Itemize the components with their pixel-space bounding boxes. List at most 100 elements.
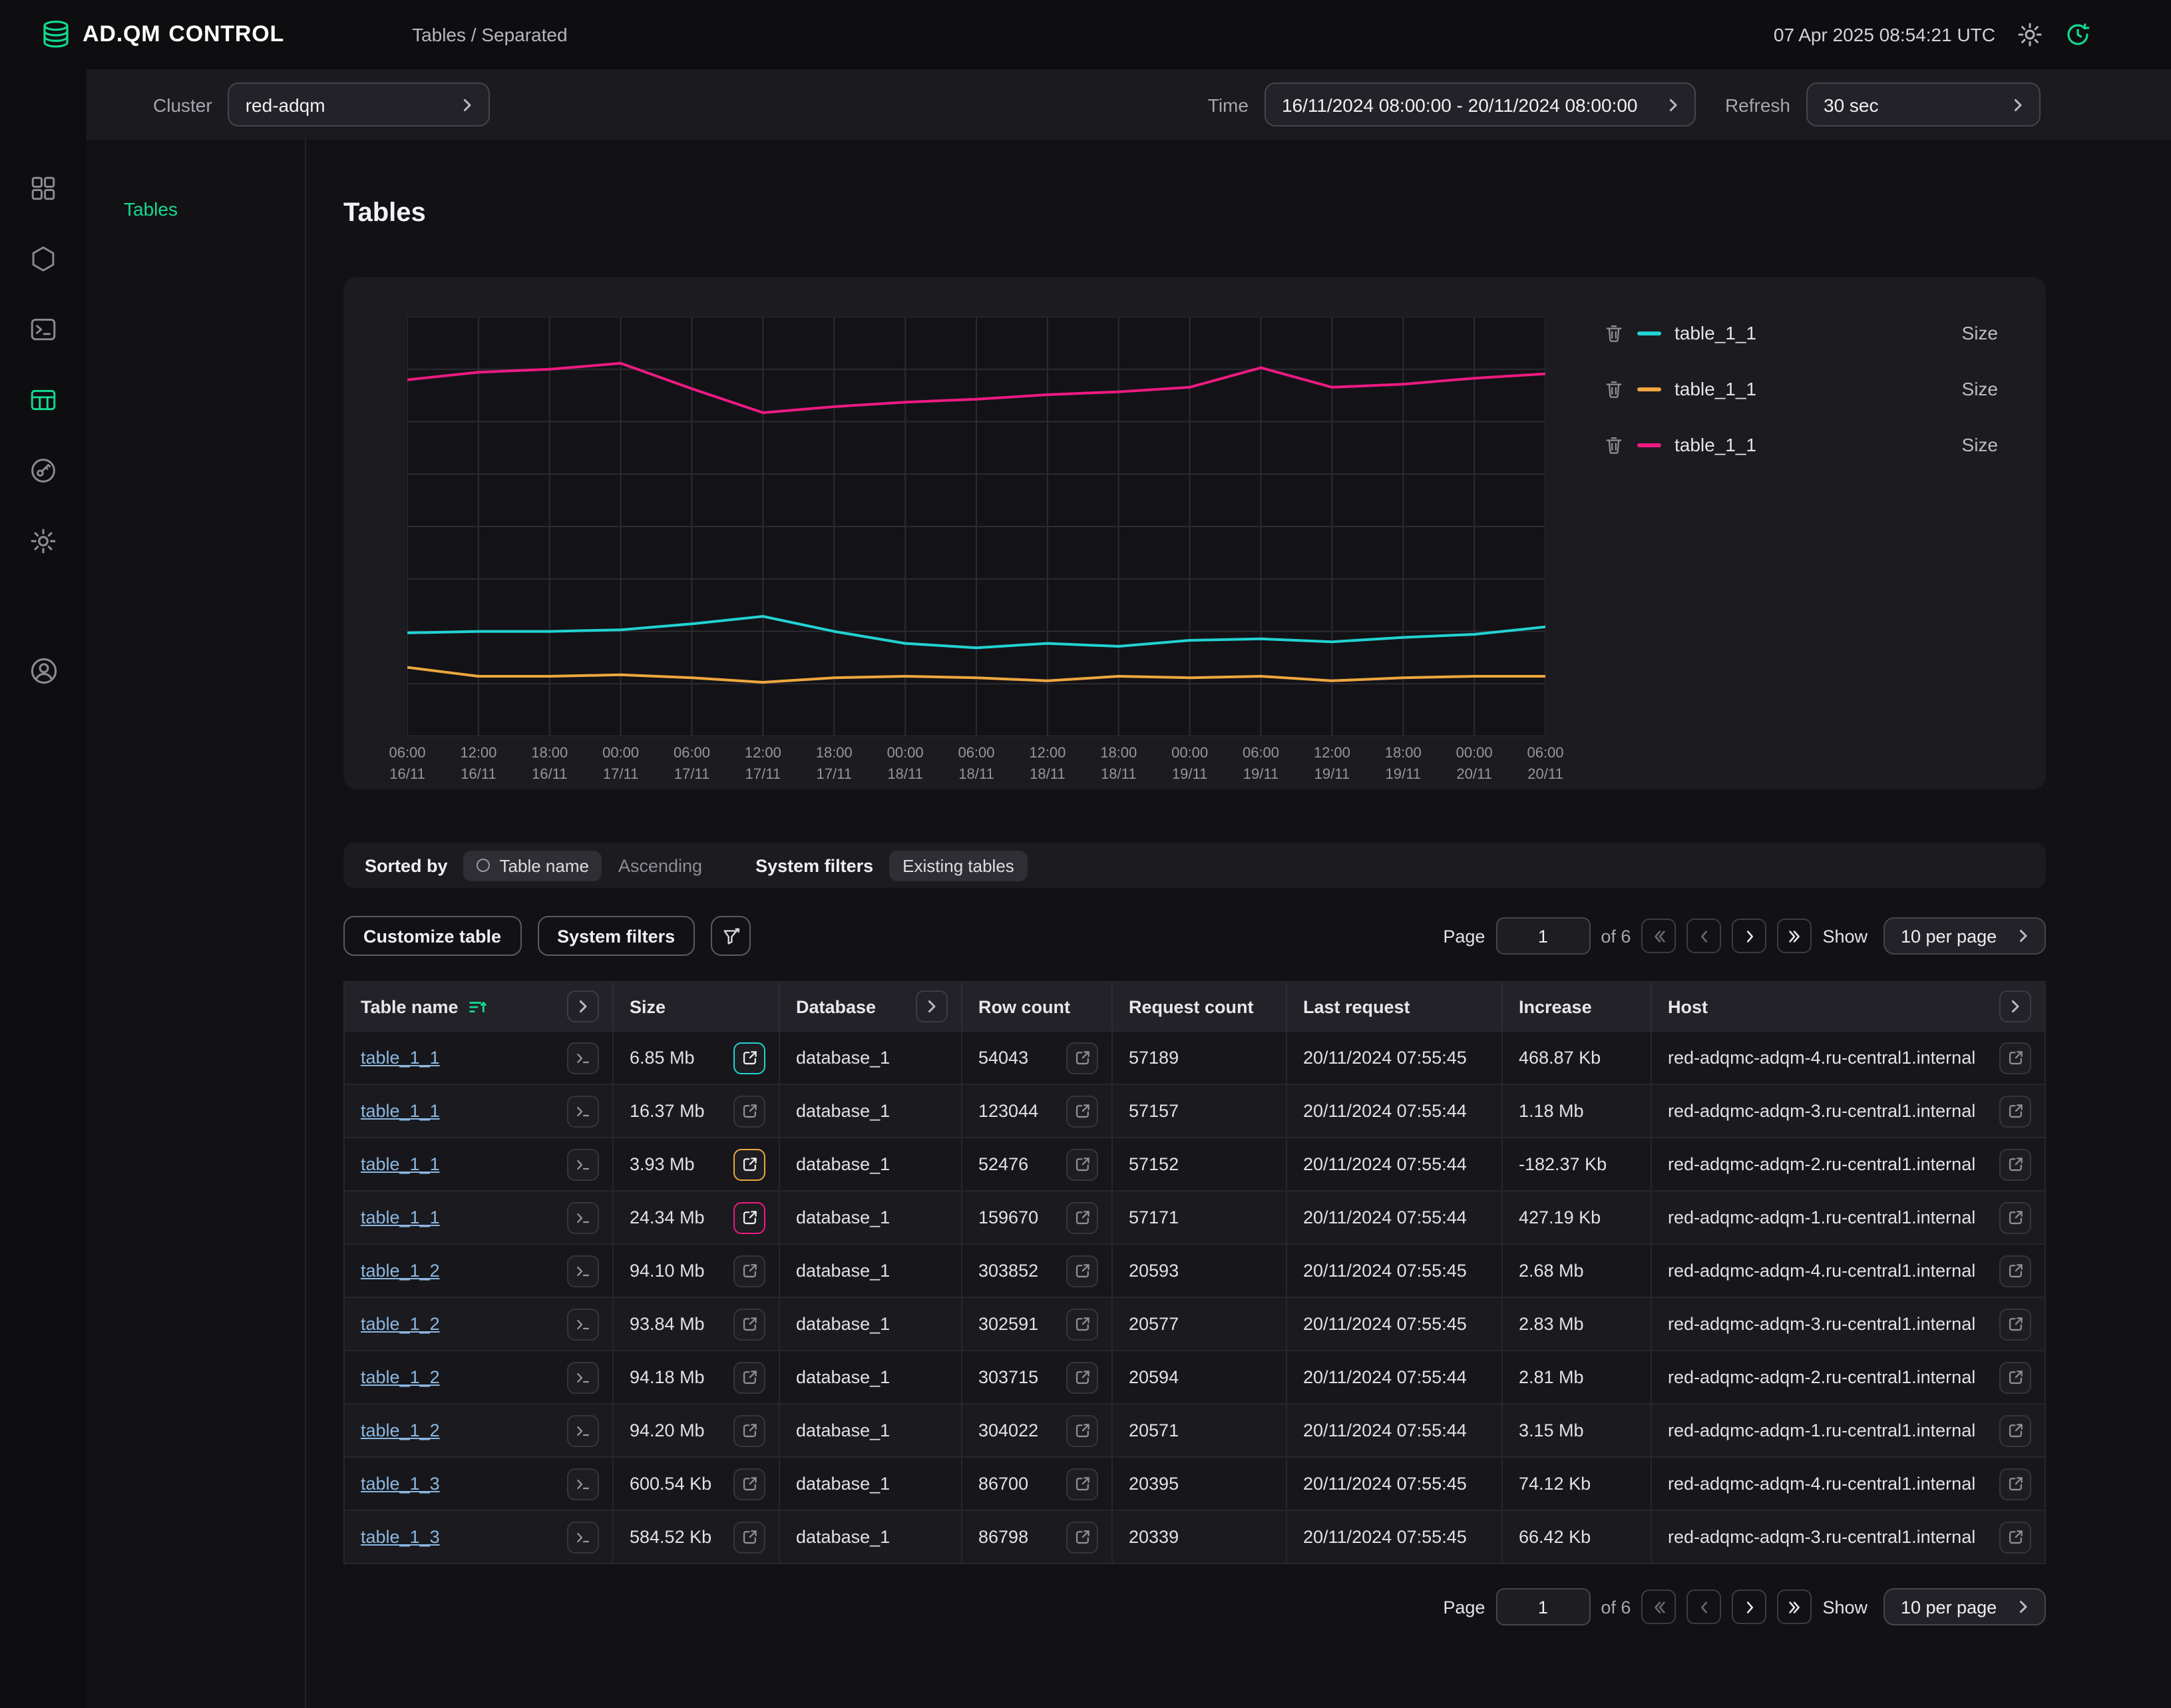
per-page-select[interactable]: 10 per page: [1883, 917, 2046, 955]
row-count-chart-button[interactable]: [1066, 1414, 1098, 1446]
rail-account[interactable]: [17, 644, 70, 698]
query-table-button[interactable]: [567, 1361, 599, 1393]
host-open-button[interactable]: [1999, 1361, 2031, 1393]
brand-text: AD.QMCONTROL: [83, 21, 284, 48]
row-count-chart-button[interactable]: [1066, 1521, 1098, 1553]
size-chart-toggle-button[interactable]: [733, 1201, 765, 1233]
terminal-icon: [575, 1422, 591, 1438]
open-external-icon: [741, 1209, 758, 1226]
legend-delete-button[interactable]: [1604, 435, 1624, 455]
query-table-button[interactable]: [567, 1255, 599, 1287]
size-chart-toggle-button[interactable]: [733, 1148, 765, 1180]
rail-dashboard[interactable]: [17, 161, 70, 214]
rail-console[interactable]: [17, 302, 70, 355]
cell-request-count: 57189: [1113, 1032, 1287, 1084]
query-table-button[interactable]: [567, 1042, 599, 1074]
size-chart-toggle-button[interactable]: [733, 1521, 765, 1553]
host-open-button[interactable]: [1999, 1095, 2031, 1127]
legend-swatch: [1637, 331, 1661, 335]
host-open-button[interactable]: [1999, 1521, 2031, 1553]
show-label: Show: [1822, 1597, 1868, 1617]
time-range-select[interactable]: 16/11/2024 08:00:00 - 20/11/2024 08:00:0…: [1265, 83, 1696, 126]
sort-ascending-icon[interactable]: [468, 996, 488, 1016]
settings-gear-button[interactable]: [2017, 21, 2043, 48]
prev-page-button[interactable]: [1686, 919, 1721, 953]
table-link[interactable]: table_1_2: [361, 1367, 440, 1387]
open-external-icon: [2007, 1369, 2024, 1386]
rail-access-keys[interactable]: [17, 443, 70, 497]
row-count-chart-button[interactable]: [1066, 1148, 1098, 1180]
next-page-button[interactable]: [1732, 919, 1766, 953]
table-link[interactable]: table_1_1: [361, 1207, 440, 1227]
host-open-button[interactable]: [1999, 1468, 2031, 1500]
row-count-chart-button[interactable]: [1066, 1468, 1098, 1500]
refresh-history-button[interactable]: [2065, 21, 2091, 48]
table-link[interactable]: table_1_2: [361, 1261, 440, 1281]
size-chart-toggle-button[interactable]: [733, 1042, 765, 1074]
row-count-chart-button[interactable]: [1066, 1308, 1098, 1340]
existing-tables-chip[interactable]: Existing tables: [889, 850, 1028, 881]
size-chart-toggle-button[interactable]: [733, 1095, 765, 1127]
table-link[interactable]: table_1_1: [361, 1154, 440, 1174]
query-table-button[interactable]: [567, 1414, 599, 1446]
terminal-icon: [575, 1369, 591, 1385]
host-open-button[interactable]: [1999, 1255, 2031, 1287]
table-link[interactable]: table_1_1: [361, 1101, 440, 1121]
size-chart-toggle-button[interactable]: [733, 1308, 765, 1340]
customize-table-button[interactable]: Customize table: [343, 916, 521, 956]
row-count-chart-button[interactable]: [1066, 1255, 1098, 1287]
query-table-button[interactable]: [567, 1201, 599, 1233]
rail-settings[interactable]: [17, 514, 70, 567]
size-chart-toggle-button[interactable]: [733, 1414, 765, 1446]
rail-clusters[interactable]: [17, 232, 70, 285]
row-count-chart-button[interactable]: [1066, 1201, 1098, 1233]
size-chart-toggle-button[interactable]: [733, 1361, 765, 1393]
size-chart-toggle-button[interactable]: [733, 1468, 765, 1500]
host-open-button[interactable]: [1999, 1308, 2031, 1340]
database-expand-button[interactable]: [916, 990, 948, 1022]
chevron-right-icon: [2007, 998, 2023, 1014]
host-expand-button[interactable]: [1999, 990, 2031, 1022]
brand-logo[interactable]: AD.QMCONTROL: [40, 19, 284, 51]
table-link[interactable]: table_1_2: [361, 1420, 440, 1440]
host-open-button[interactable]: [1999, 1201, 2031, 1233]
reset-filters-button[interactable]: [711, 916, 751, 956]
query-table-button[interactable]: [567, 1468, 599, 1500]
breadcrumb[interactable]: Tables / Separated: [412, 24, 568, 45]
rail-tables[interactable]: [17, 373, 70, 426]
legend-delete-button[interactable]: [1604, 323, 1624, 343]
prev-page-button[interactable]: [1686, 1590, 1721, 1624]
table-link[interactable]: table_1_3: [361, 1474, 440, 1494]
query-table-button[interactable]: [567, 1521, 599, 1553]
host-open-button[interactable]: [1999, 1148, 2031, 1180]
row-count-chart-button[interactable]: [1066, 1095, 1098, 1127]
page-input[interactable]: [1495, 917, 1590, 955]
query-table-button[interactable]: [567, 1148, 599, 1180]
query-table-button[interactable]: [567, 1095, 599, 1127]
table-link[interactable]: table_1_2: [361, 1314, 440, 1334]
next-page-button[interactable]: [1732, 1590, 1766, 1624]
page-label: Page: [1443, 1597, 1485, 1617]
cluster-select[interactable]: red-adqm: [228, 83, 491, 126]
system-filters-button[interactable]: System filters: [537, 916, 695, 956]
page-input-bottom[interactable]: [1495, 1588, 1590, 1625]
sort-field-chip[interactable]: Table name: [464, 850, 602, 881]
host-open-button[interactable]: [1999, 1414, 2031, 1446]
row-count-chart-button[interactable]: [1066, 1361, 1098, 1393]
refresh-interval-select[interactable]: 30 sec: [1806, 83, 2041, 126]
host-open-button[interactable]: [1999, 1042, 2031, 1074]
first-page-button[interactable]: [1641, 1590, 1676, 1624]
per-page-select-bottom[interactable]: 10 per page: [1883, 1588, 2046, 1625]
last-page-button[interactable]: [1777, 919, 1812, 953]
last-page-button[interactable]: [1777, 1590, 1812, 1624]
size-chart-toggle-button[interactable]: [733, 1255, 765, 1287]
query-table-button[interactable]: [567, 1308, 599, 1340]
table-link[interactable]: table_1_3: [361, 1527, 440, 1547]
table-name-expand-button[interactable]: [567, 990, 599, 1022]
first-page-button[interactable]: [1641, 919, 1676, 953]
table-link[interactable]: table_1_1: [361, 1048, 440, 1068]
sidebar-item-tables[interactable]: Tables: [124, 198, 178, 220]
cell-request-count: 20593: [1113, 1245, 1287, 1297]
row-count-chart-button[interactable]: [1066, 1042, 1098, 1074]
legend-delete-button[interactable]: [1604, 379, 1624, 399]
